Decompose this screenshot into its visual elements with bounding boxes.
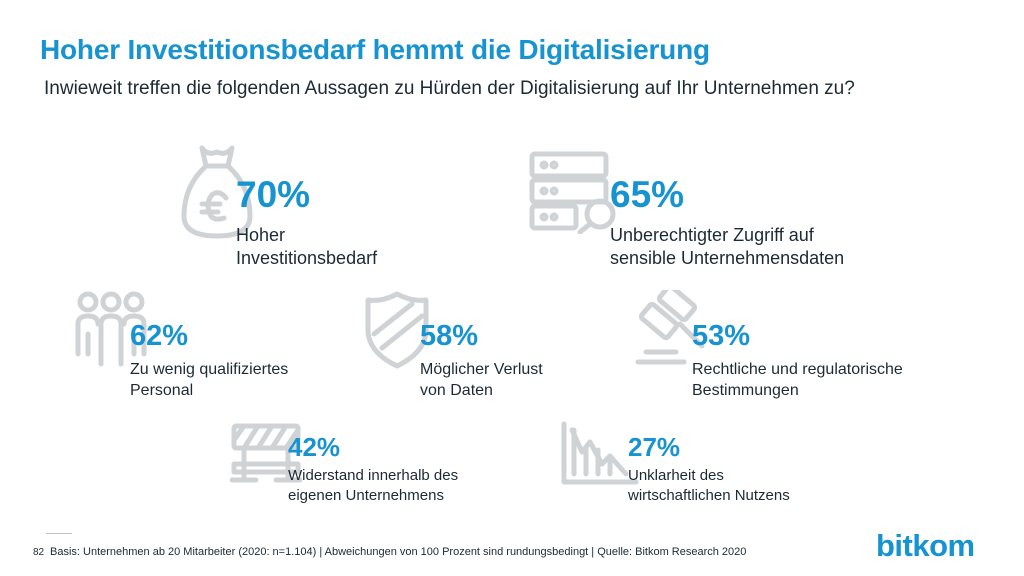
stat-label: Rechtliche und regulatorische Bestimmunge… xyxy=(692,360,903,402)
bitkom-logo: bitkom xyxy=(876,528,975,563)
stat-label-line: Unklarheit des xyxy=(628,467,724,484)
stat-label: Unklarheit des wirtschaftlichen Nutzens xyxy=(628,466,790,505)
stat-percentage: 42% xyxy=(288,432,341,462)
stat-label-line: Zu wenig qualifiziertes xyxy=(130,361,289,378)
stat-label-line: Investitionsbedarf xyxy=(236,248,378,269)
stat-label-line: sensible Unternehmensdaten xyxy=(610,248,845,269)
stat-label: Zu wenig qualifiziertes Personal xyxy=(130,360,288,402)
stat-label: Unberechtigter Zugriff auf sensible Unter… xyxy=(610,224,844,271)
stat-label-line: Bestimmungen xyxy=(692,381,799,399)
stat-label: Hoher Investitionsbedarf xyxy=(236,224,377,271)
stat-label-line: Unberechtigter Zugriff auf xyxy=(610,225,814,245)
page-subtitle: Inwieweit treffen die folgenden Aussagen… xyxy=(44,78,855,99)
stat-label-line: Möglicher Verlust xyxy=(420,361,543,378)
stat-percentage: 70% xyxy=(236,174,311,215)
stat-label-line: wirtschaftlichen Nutzens xyxy=(628,486,790,504)
barrier-icon xyxy=(230,420,302,484)
footer-divider xyxy=(46,533,72,534)
stat-label-line: eigenen Unternehmens xyxy=(288,486,444,504)
server-search-icon xyxy=(528,150,620,234)
source-note: Basis: Unternehmen ab 20 Mitarbeiter (20… xyxy=(50,546,747,558)
people-icon xyxy=(72,290,150,368)
stat-percentage: 53% xyxy=(692,320,751,352)
declining-chart-icon xyxy=(560,420,640,486)
stat-label-line: von Daten xyxy=(420,381,493,399)
gavel-icon xyxy=(634,290,706,368)
page-title: Hoher Investitionsbedarf hemmt die Digit… xyxy=(40,34,710,65)
stat-percentage: 65% xyxy=(610,174,685,215)
stat-label-line: Hoher xyxy=(236,225,286,245)
stat-label-line: Rechtliche und regulatorische xyxy=(692,361,903,378)
shield-icon xyxy=(364,290,430,370)
stat-label: Möglicher Verlust von Daten xyxy=(420,360,543,402)
stat-label: Widerstand innerhalb des eigenen Unterneh… xyxy=(288,466,458,505)
money-bag-euro-icon xyxy=(180,140,254,240)
stat-percentage: 27% xyxy=(628,432,681,462)
page-number: 82 xyxy=(33,547,45,558)
stat-label-line: Widerstand innerhalb des xyxy=(288,467,459,484)
stat-label-line: Personal xyxy=(130,381,194,399)
stat-percentage: 58% xyxy=(420,320,479,352)
stat-percentage: 62% xyxy=(130,320,189,352)
